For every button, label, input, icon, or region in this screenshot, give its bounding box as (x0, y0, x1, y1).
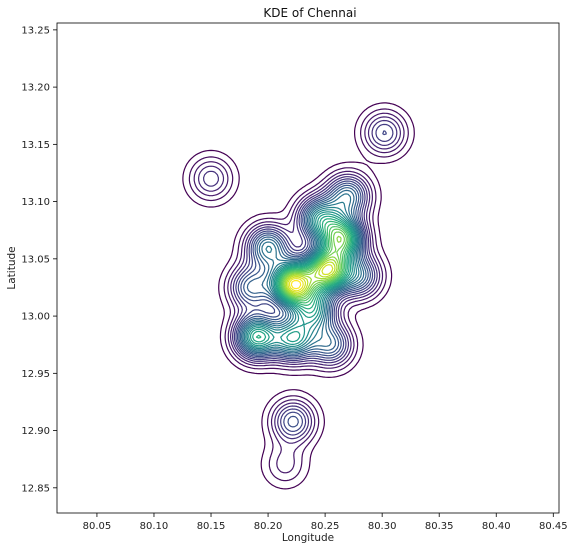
contour-level (235, 130, 387, 432)
x-tick-label: 80.15 (197, 521, 226, 532)
contour-level (290, 279, 302, 290)
contour-level (188, 108, 409, 482)
contour-level (278, 220, 351, 306)
y-tick-label: 13.25 (21, 25, 50, 36)
x-axis-label: Longitude (282, 532, 334, 544)
contour-level (248, 211, 356, 347)
contour-level (236, 182, 371, 428)
x-tick-label: 80.05 (83, 521, 112, 532)
x-tick-label: 80.40 (482, 521, 511, 532)
contour-level (288, 278, 304, 292)
contour-level (198, 116, 401, 444)
contour-level (193, 112, 405, 474)
x-tick-label: 80.35 (425, 521, 454, 532)
contour-level (242, 193, 362, 352)
contour-level (249, 213, 355, 345)
y-axis-label: Latitude (6, 246, 18, 289)
contour-level (252, 215, 354, 343)
contour-level (280, 226, 349, 302)
y-tick-label: 13.20 (21, 83, 50, 94)
x-tick-label: 80.45 (539, 521, 568, 532)
contour-level (233, 123, 394, 436)
y-tick-label: 12.95 (21, 369, 50, 380)
x-tick-label: 80.25 (311, 521, 340, 532)
x-tick-label: 80.30 (368, 521, 397, 532)
y-tick-label: 12.90 (21, 426, 50, 437)
contour-level (285, 261, 336, 295)
contour-level (243, 201, 360, 351)
contour-level (203, 119, 398, 440)
contour-level (284, 259, 338, 296)
contour-level (287, 264, 334, 293)
chart-title: KDE of Chennai (263, 6, 356, 20)
contour-level (182, 102, 415, 490)
y-tick-label: 12.85 (21, 483, 50, 494)
contour-level (282, 231, 345, 299)
x-axis-ticks: 80.05 80.10 80.15 80.20 80.25 80.30 80.35 80.40… (83, 513, 568, 532)
contour-level (241, 189, 365, 354)
contour-level (246, 209, 357, 348)
contour-lines (182, 102, 415, 490)
y-tick-label: 13.05 (21, 254, 50, 265)
contour-level (281, 228, 347, 300)
contour-level (283, 235, 342, 298)
contour-level (255, 218, 353, 339)
plot-area-frame (56, 22, 560, 514)
contour-level (245, 206, 358, 350)
x-tick-label: 80.20 (254, 521, 283, 532)
y-axis-ticks: 12.85 12.90 12.95 13.00 13.05 13.10 13.15 13.20… (21, 25, 57, 494)
contour-level (239, 187, 367, 355)
x-tick-label: 80.10 (140, 521, 169, 532)
y-tick-label: 13.00 (21, 312, 50, 323)
y-tick-label: 13.10 (21, 197, 50, 208)
contour-level (279, 223, 350, 304)
contour-level (238, 184, 369, 357)
y-tick-label: 13.15 (21, 140, 50, 151)
